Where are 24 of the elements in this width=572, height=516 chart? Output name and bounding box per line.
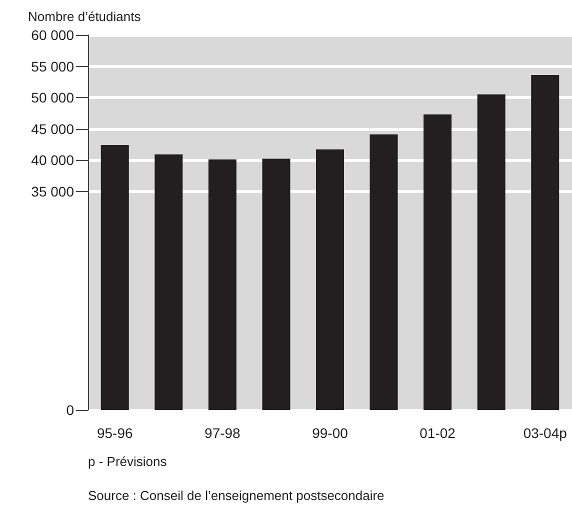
bar [154,154,183,410]
y-axis-title: Nombre d’étudiants [28,9,142,24]
bar [370,134,398,410]
x-tick-label: 95-96 [96,425,134,441]
y-tick-label: 50 000 [31,90,74,106]
bar [424,114,452,410]
x-tick-label: 03-04p [523,425,568,441]
source-note: Source : Conseil de l’enseignement postsecondaire [88,488,384,503]
y-tick-label: 60 000 [31,27,74,43]
bar [531,75,560,410]
y-tick-label: 45 000 [31,120,74,137]
y-tick-label: 40 000 [31,152,74,168]
y-tick-label: 0 [66,402,74,418]
bar [262,158,290,410]
bar [316,149,344,410]
bar [100,145,129,410]
y-tick-label: 35 000 [31,183,74,200]
text: p - Prévisions [88,454,168,469]
y-tick-label: 55 000 [31,58,74,74]
bar [477,94,506,410]
x-tick-label: 99-00 [312,425,348,441]
x-tick-label: 01-02 [420,425,456,441]
x-tick-label: 97-98 [204,425,241,441]
bar [208,159,236,410]
